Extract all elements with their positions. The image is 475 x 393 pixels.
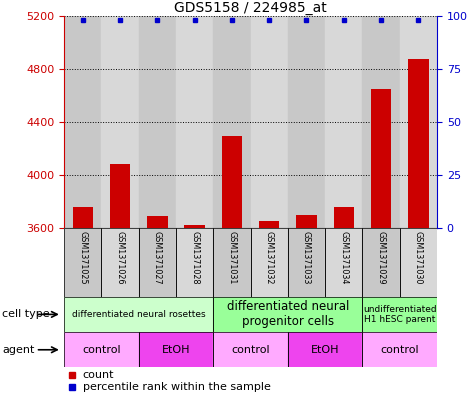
Bar [325,16,362,228]
Bar [362,297,437,332]
Bar [362,228,400,297]
Bar [139,16,176,228]
Bar [176,228,213,297]
Bar [102,228,139,297]
Bar [147,216,168,228]
Bar [362,332,437,367]
Text: percentile rank within the sample: percentile rank within the sample [83,382,271,391]
Text: GSM1371028: GSM1371028 [190,231,199,285]
Bar [139,228,176,297]
Bar [64,332,139,367]
Text: cell type: cell type [2,309,50,320]
Bar [362,228,400,297]
Bar [139,228,176,297]
Text: GSM1371034: GSM1371034 [339,231,348,285]
Title: GDS5158 / 224985_at: GDS5158 / 224985_at [174,1,327,15]
Bar [288,16,325,228]
Bar [333,207,354,228]
Bar [213,16,251,228]
Bar [296,215,317,228]
Bar [176,16,213,228]
Bar [64,228,102,297]
Bar [251,228,288,297]
Text: GSM1371033: GSM1371033 [302,231,311,285]
Text: GSM1371031: GSM1371031 [228,231,237,285]
Text: differentiated neural rosettes: differentiated neural rosettes [72,310,206,319]
Bar [288,228,325,297]
Text: GSM1371026: GSM1371026 [115,231,124,285]
Bar [176,228,213,297]
Bar [102,228,139,297]
Text: GSM1371025: GSM1371025 [78,231,87,285]
Bar [222,136,242,228]
Text: GSM1371030: GSM1371030 [414,231,423,285]
Text: control: control [231,345,270,355]
Bar [110,164,130,228]
Bar [408,59,428,228]
Bar [400,228,437,297]
Bar [213,228,251,297]
Bar [213,332,288,367]
Bar [400,16,437,228]
Bar [139,332,213,367]
Text: GSM1371027: GSM1371027 [153,231,162,285]
Bar [251,16,288,228]
Bar [251,228,288,297]
Bar [102,16,139,228]
Bar [73,207,93,228]
Bar [362,16,400,228]
Text: GSM1371032: GSM1371032 [265,231,274,285]
Bar [325,228,362,297]
Bar [64,228,102,297]
Bar [139,332,213,367]
Text: undifferentiated
H1 hESC parent: undifferentiated H1 hESC parent [363,305,437,324]
Bar [371,89,391,228]
Text: agent: agent [2,345,35,355]
Bar [64,297,213,332]
Bar [288,332,362,367]
Bar [213,297,362,332]
Bar [288,332,362,367]
Text: EtOH: EtOH [311,345,339,355]
Text: differentiated neural
progenitor cells: differentiated neural progenitor cells [227,300,349,329]
Bar [213,228,251,297]
Bar [64,297,213,332]
Bar [64,332,139,367]
Bar [259,221,279,228]
Text: GSM1371029: GSM1371029 [377,231,386,285]
Text: EtOH: EtOH [162,345,190,355]
Bar [325,228,362,297]
Bar [213,332,288,367]
Bar [362,297,437,332]
Bar [400,228,437,297]
Text: control: control [82,345,121,355]
Bar [184,225,205,228]
Text: count: count [83,369,114,380]
Bar [64,16,102,228]
Bar [362,332,437,367]
Bar [288,228,325,297]
Text: control: control [380,345,419,355]
Bar [213,297,362,332]
